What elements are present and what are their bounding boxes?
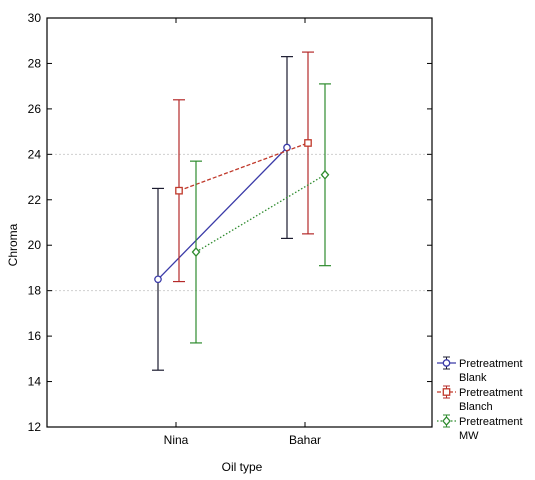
plot-frame — [46, 17, 433, 428]
y-tick-label: 16 — [28, 329, 42, 343]
data-point — [442, 388, 451, 396]
x-tick-label: Bahar — [289, 433, 321, 447]
data-point — [320, 169, 330, 180]
series-2 — [190, 83, 331, 344]
legend-label: Pretreatment — [459, 358, 523, 370]
y-tick-label: 12 — [28, 420, 42, 434]
data-point — [154, 275, 162, 284]
legend-item: Pretreatment Blanch — [437, 385, 523, 413]
x-axis-label: Oil type — [222, 460, 263, 474]
series-1 — [173, 51, 314, 283]
data-point — [175, 186, 183, 195]
legend-item: Pretreatment Blank — [437, 356, 523, 384]
series-line — [157, 147, 288, 280]
y-tick-label: 20 — [28, 238, 42, 252]
series-line — [178, 142, 309, 192]
legend-item: Pretreatment MW — [437, 414, 523, 442]
series-0 — [152, 56, 293, 371]
legend: PretreatmentBlankPretreatmentBlanchPretr… — [437, 356, 523, 442]
y-tick-label: 30 — [28, 11, 42, 25]
series-line — [195, 174, 326, 253]
data-point — [191, 247, 201, 258]
data-point — [442, 416, 451, 426]
data-point — [304, 139, 312, 147]
x-tick-label: Nina — [164, 433, 189, 447]
y-tick-label: 26 — [28, 102, 42, 116]
legend-label: MW — [459, 430, 479, 442]
legend-label: Pretreatment — [459, 387, 523, 399]
y-tick-label: 14 — [28, 375, 42, 389]
legend-label: Blank — [459, 372, 487, 384]
y-tick-label: 22 — [28, 193, 42, 207]
y-tick-label: 28 — [28, 56, 42, 70]
y-tick-label: 18 — [28, 284, 42, 298]
data-point — [442, 359, 451, 367]
y-axis-label: Chroma — [6, 223, 20, 266]
legend-label: Blanch — [459, 401, 493, 413]
legend-label: Pretreatment — [459, 416, 523, 428]
y-tick-label: 24 — [28, 147, 42, 161]
